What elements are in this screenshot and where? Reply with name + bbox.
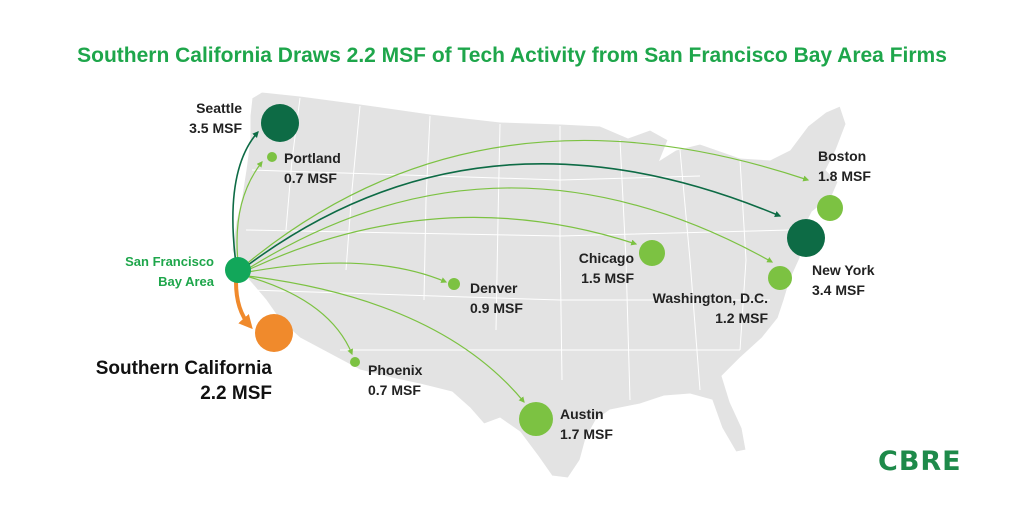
map-title: Southern California Draws 2.2 MSF of Tec…: [77, 44, 947, 67]
arrow-to-chicago: [247, 216, 638, 271]
usa-landmass: [231, 91, 847, 479]
denver-label: Denver 0.9 MSF: [470, 280, 523, 316]
arrow-to-washington: [245, 187, 774, 271]
chicago-marker: [639, 240, 665, 266]
san-francisco-marker: [225, 257, 251, 283]
southern-california-marker: [255, 314, 293, 352]
phoenix-label: Phoenix 0.7 MSF: [368, 362, 423, 398]
origin-label: San Francisco Bay Area: [125, 254, 214, 289]
flow-arrows: [232, 131, 810, 403]
boston-label: Boston 1.8 MSF: [818, 148, 871, 184]
seattle-label: Seattle 3.5 MSF: [189, 100, 242, 136]
austin-marker: [519, 402, 553, 436]
arrow-to-austin: [247, 275, 525, 403]
arrow-to-new-york: [243, 163, 782, 269]
portland-label: Portland 0.7 MSF: [284, 150, 341, 186]
new-york-label: New York 3.4 MSF: [812, 262, 875, 298]
arrow-to-portland: [236, 161, 263, 263]
phoenix-marker: [350, 357, 360, 367]
chicago-label: Chicago 1.5 MSF: [578, 250, 634, 286]
state-borders: [245, 97, 791, 401]
boston-marker: [817, 195, 843, 221]
arrow-to-denver: [247, 262, 448, 283]
austin-label: Austin 1.7 MSF: [560, 406, 613, 442]
cbre-logo: CBRE: [878, 446, 962, 477]
arrow-to-phoenix: [245, 275, 353, 356]
seattle-marker: [261, 104, 299, 142]
new-york-marker: [787, 219, 825, 257]
washington-label: Washington, D.C. 1.2 MSF: [652, 290, 768, 326]
washington-marker: [768, 266, 792, 290]
denver-marker: [448, 278, 460, 290]
arrow-to-southern-california: [234, 281, 253, 330]
arrow-to-boston: [243, 139, 810, 267]
portland-marker: [267, 152, 277, 162]
arrow-to-seattle: [232, 131, 259, 265]
southern-california-label: Southern California 2.2 MSF: [95, 358, 272, 404]
